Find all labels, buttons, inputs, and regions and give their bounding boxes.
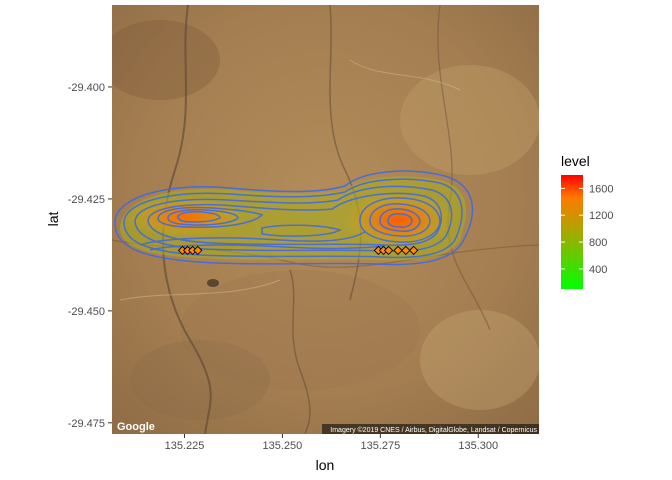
legend-tick-label: 800 [589,237,607,249]
legend-tick-label: 1600 [589,183,613,195]
x-tick-label: 135.225 [165,440,205,452]
y-tick-label: -29.475 [68,418,105,430]
satellite-basemap [112,5,539,434]
google-logo: Google [117,421,155,433]
data-point [383,245,394,256]
y-axis: -29.400 -29.425 -29.450 -29.475 [68,82,112,430]
legend-ticks: 400 800 1200 1600 [561,183,613,276]
density-contours [114,170,474,266]
x-tick-label: 135.300 [458,440,498,452]
legend-colorbar [561,175,583,289]
x-axis: 135.225 135.250 135.275 135.300 [165,434,498,452]
x-tick-label: 135.275 [360,440,400,452]
legend: level 400 800 1200 1600 [561,153,613,289]
data-point [393,245,403,256]
x-axis-title: lon [316,457,335,473]
data-point [401,245,411,256]
legend-tick-label: 1200 [589,210,613,222]
attribution-text[interactable]: Imagery ©2019 CNES / Airbus, DigitalGlob… [330,426,537,434]
y-tick-label: -29.400 [68,82,105,94]
y-tick-label: -29.425 [68,194,105,206]
attribution-background [322,424,539,434]
x-tick-label: 135.250 [263,440,303,452]
legend-tick-label: 400 [589,264,607,276]
y-tick-label: -29.450 [68,306,105,318]
y-axis-title: lat [45,212,61,227]
points-layer [177,245,419,256]
density-layer [114,170,474,266]
data-point [193,245,203,256]
data-point [409,245,419,256]
legend-title: level [561,153,590,169]
